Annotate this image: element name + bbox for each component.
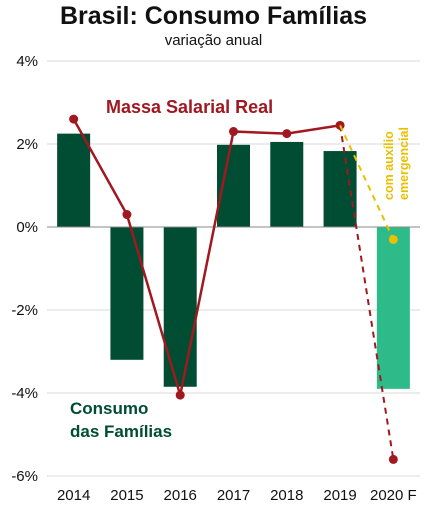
salary-series-label: Massa Salarial Real	[106, 97, 273, 117]
aid-label-line1: com auxílio	[382, 131, 396, 200]
y-tick-label: -2%	[11, 302, 38, 319]
consumption-series-label-line2: das Famílias	[70, 422, 172, 441]
salary-line-forecast	[339, 125, 395, 460]
x-tick-label: 2018	[270, 487, 303, 504]
gridlines	[47, 60, 420, 477]
chart-subtitle: variação anual	[164, 32, 263, 49]
salary-line-solid	[72, 118, 341, 397]
x-axis-ticks: 2014 2015 2016 2017 2018 2019 2020 F	[57, 487, 417, 504]
salary-line	[69, 114, 398, 464]
x-tick-label: 2014	[57, 487, 90, 504]
aid-point	[388, 234, 398, 244]
consumption-series-label-line1: Consumo	[70, 399, 148, 418]
chart-title: Brasil: Consumo Famílias	[59, 2, 368, 30]
aid-line-forecast	[339, 124, 395, 240]
x-tick-label: 2016	[164, 487, 197, 504]
salary-point	[69, 114, 79, 124]
aid-line	[339, 124, 398, 244]
bar-2018	[270, 141, 304, 227]
y-tick-label: -4%	[11, 385, 38, 402]
y-tick-label: 2%	[16, 136, 38, 153]
y-tick-label: 0%	[16, 219, 38, 236]
bars	[57, 133, 410, 389]
x-tick-label: 2017	[217, 487, 250, 504]
salary-point	[122, 210, 132, 220]
salary-point	[388, 454, 398, 464]
bar-2014	[57, 133, 91, 227]
bar-2016	[163, 227, 197, 387]
salary-point	[282, 129, 292, 139]
x-tick-label: 2020 F	[370, 487, 417, 504]
salary-point	[175, 390, 185, 400]
aid-label-line2: emergencial	[397, 127, 411, 200]
x-tick-label: 2015	[110, 487, 143, 504]
salary-point	[229, 127, 238, 137]
y-tick-label: 4%	[16, 53, 38, 70]
bar-2015	[110, 227, 144, 360]
y-axis-ticks: 4% 2% 0% -2% -4% -6%	[11, 53, 38, 485]
bar-2019	[323, 151, 357, 227]
x-tick-label: 2019	[323, 487, 356, 504]
y-tick-label: -6%	[11, 468, 38, 485]
bar-2020-f	[376, 227, 410, 389]
